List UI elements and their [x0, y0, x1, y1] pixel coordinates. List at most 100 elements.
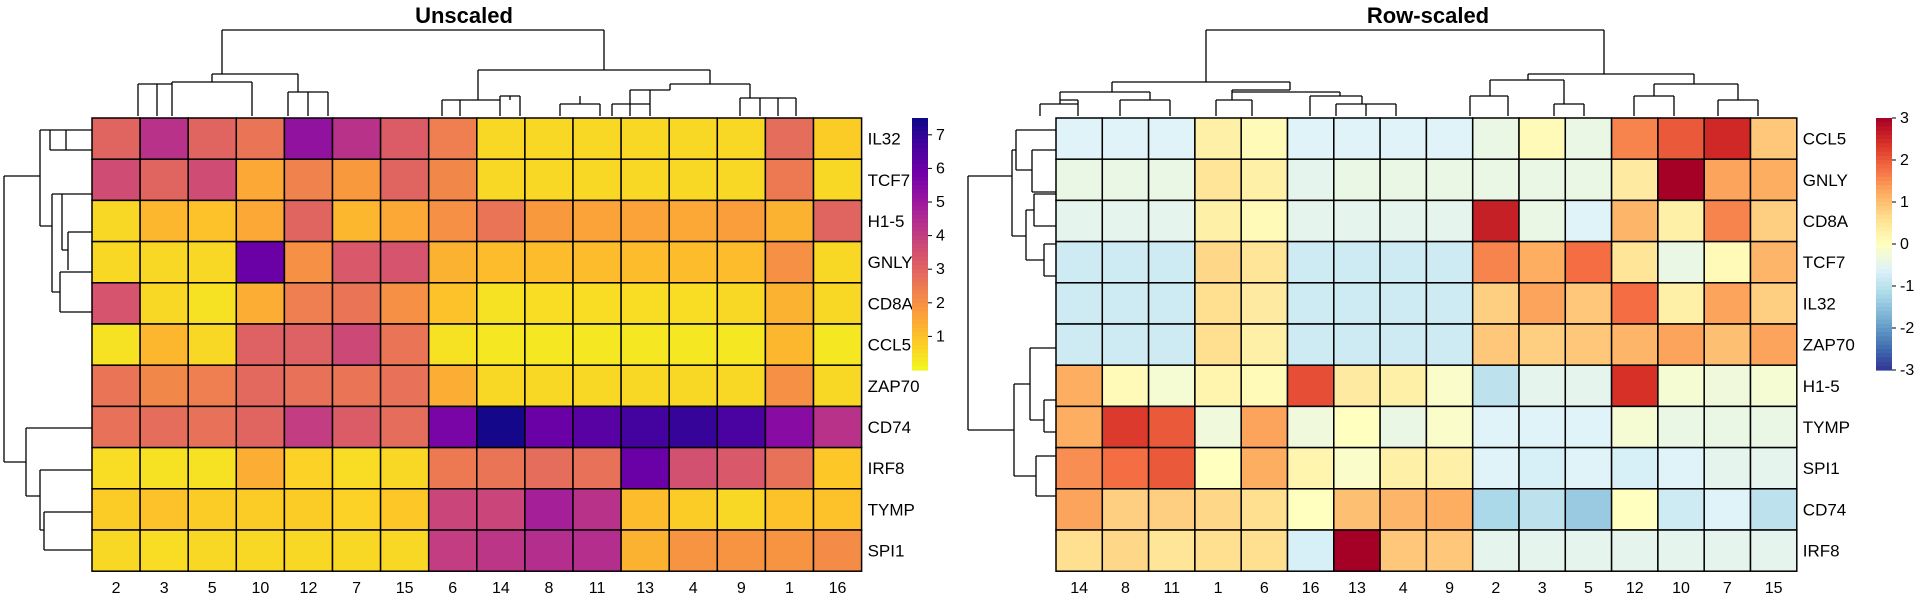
heatmap-cell — [812, 240, 863, 284]
heatmap-cell — [91, 446, 141, 490]
heatmap-cell — [283, 323, 334, 366]
heatmap-cell — [1749, 323, 1798, 366]
heatmap-cell — [1471, 117, 1520, 160]
heatmap-cell — [1657, 405, 1705, 449]
legend-gradient-segment — [912, 206, 928, 211]
heatmap-cell — [1240, 282, 1289, 325]
heatmap-cell — [764, 282, 815, 325]
legend-gradient-segment — [1876, 202, 1892, 207]
legend-tick-label: 7 — [936, 127, 945, 144]
heatmap-cell — [812, 529, 863, 572]
legend-gradient-segment — [912, 340, 928, 346]
heatmap-cell — [716, 117, 767, 160]
legend-gradient-segment — [1876, 315, 1892, 321]
legend-gradient-segment — [1876, 311, 1892, 316]
heatmap-cell — [1749, 199, 1798, 243]
heatmap-cell — [1657, 323, 1705, 366]
heatmap-cell — [1425, 282, 1474, 325]
heatmap-cell — [331, 529, 382, 572]
heatmap-cell — [1610, 405, 1659, 449]
row-label: TYMP — [868, 500, 915, 519]
legend-gradient-segment — [912, 235, 928, 241]
heatmap-cell — [1147, 323, 1196, 366]
heatmap-cell — [764, 364, 815, 408]
heatmap-cell — [716, 323, 767, 366]
heatmap-cell — [1240, 364, 1289, 408]
legend-gradient-segment — [912, 349, 928, 354]
heatmap-cell — [1194, 364, 1242, 408]
heatmap-cell — [1749, 488, 1798, 531]
heatmap-cell — [476, 240, 526, 284]
row-label: IRF8 — [1803, 542, 1840, 561]
row-scaled-color-legend: -3 -2 -1 0 1 2 3 — [1876, 110, 1914, 379]
heatmap-cell — [379, 529, 430, 572]
heatmap-cell — [139, 158, 189, 202]
heatmap-cell — [1657, 199, 1705, 243]
legend-gradient-segment — [912, 185, 928, 190]
row-label: H1-5 — [1803, 377, 1840, 396]
heatmap-cell — [1286, 446, 1335, 490]
heatmap-cell — [1610, 529, 1659, 572]
legend-gradient-segment — [1876, 172, 1892, 178]
row-label: TYMP — [1803, 418, 1850, 437]
heatmap-cell — [331, 240, 382, 284]
heatmap-cell — [1749, 240, 1798, 284]
heatmap-cell — [1518, 117, 1567, 160]
legend-gradient-segment — [1876, 181, 1892, 186]
heatmap-cell — [331, 158, 382, 202]
heatmap-cell — [283, 364, 334, 408]
heatmap-cell — [283, 199, 334, 243]
heatmap-cell — [1101, 282, 1150, 325]
heatmap-cell — [1333, 240, 1381, 284]
heatmap-cell — [1379, 529, 1428, 572]
heatmap-cell — [620, 158, 670, 202]
heatmap-cell — [1055, 282, 1104, 325]
unscaled-row-labels: IL32 TCF7 H1-5 GNLY CD8A CCL5 ZAP70 CD74 IRF8 TYM… — [868, 130, 920, 561]
heatmap-cell — [524, 405, 574, 449]
heatmap-cell — [1703, 323, 1752, 366]
heatmap-cell — [1240, 240, 1289, 284]
heatmap-cell — [427, 282, 478, 325]
heatmap-cell — [1101, 158, 1150, 202]
heatmap-cell — [620, 240, 670, 284]
heatmap-cell — [187, 323, 238, 366]
legend-gradient-segment — [912, 244, 928, 249]
heatmap-cell — [91, 364, 141, 408]
heatmap-cell — [1240, 323, 1289, 366]
legend-gradient-segment — [1876, 139, 1892, 144]
heatmap-cell — [1471, 323, 1520, 366]
heatmap-cell — [716, 158, 767, 202]
legend-gradient-segment — [1876, 365, 1892, 371]
heatmap-cell — [572, 488, 622, 531]
legend-gradient-segment — [912, 256, 928, 262]
row-label: TCF7 — [1803, 253, 1846, 272]
heatmap-cell — [1147, 240, 1196, 284]
heatmap-cell — [331, 323, 382, 366]
heatmap-cell — [524, 240, 574, 284]
heatmap-cell — [283, 158, 334, 202]
column-label: 13 — [1348, 580, 1366, 597]
heatmap-cell — [1703, 282, 1752, 325]
legend-gradient-segment — [912, 218, 928, 224]
legend-gradient-segment — [912, 139, 928, 144]
heatmap-cell — [764, 529, 815, 572]
column-label: 15 — [396, 580, 414, 597]
row-label: CCL5 — [1803, 130, 1846, 149]
legend-tick-label: 5 — [936, 194, 945, 211]
legend-gradient-segment — [912, 160, 928, 165]
legend-gradient-segment — [1876, 248, 1892, 253]
heatmap-cell — [716, 199, 767, 243]
legend-tick-label: 2 — [1900, 152, 1909, 169]
heatmap-cell — [812, 488, 863, 531]
heatmap-cell — [812, 323, 863, 366]
column-label: 1 — [1214, 580, 1223, 597]
heatmap-cell — [1333, 199, 1381, 243]
heatmap-cell — [1194, 282, 1242, 325]
unscaled-title: Unscaled — [415, 3, 513, 28]
legend-gradient-segment — [1876, 214, 1892, 220]
row-scaled-row-labels: CCL5 GNLY CD8A TCF7 IL32 ZAP70 H1-5 TYMP SPI1 CD7… — [1803, 130, 1855, 561]
legend-gradient-segment — [912, 315, 928, 321]
heatmap-cell — [139, 488, 189, 531]
legend-gradient-segment — [1876, 223, 1892, 228]
heatmap-cell — [524, 199, 574, 243]
